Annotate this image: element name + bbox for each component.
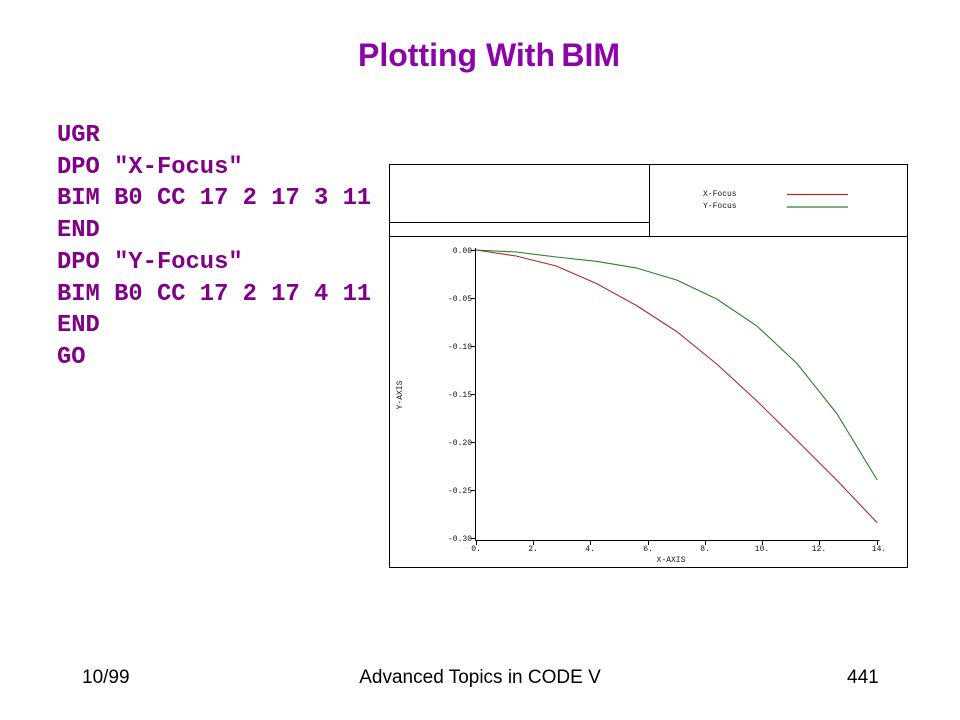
svg-text:-0.30: -0.30 xyxy=(448,535,472,544)
svg-text:Y-Focus: Y-Focus xyxy=(703,202,737,211)
svg-text:12.: 12. xyxy=(812,545,826,554)
svg-text:-0.20: -0.20 xyxy=(448,439,472,448)
svg-text:-0.10: -0.10 xyxy=(448,343,472,352)
svg-text:6.: 6. xyxy=(643,545,653,554)
svg-text:Y-AXIS: Y-AXIS xyxy=(396,380,405,409)
svg-text:4.: 4. xyxy=(585,545,595,554)
svg-text:0.: 0. xyxy=(471,545,481,554)
svg-text:2.: 2. xyxy=(528,545,538,554)
svg-text:X-AXIS: X-AXIS xyxy=(657,556,686,565)
svg-text:8.: 8. xyxy=(700,545,710,554)
svg-text:-0.05: -0.05 xyxy=(448,295,472,304)
svg-text:10.: 10. xyxy=(755,545,769,554)
svg-text:-0.15: -0.15 xyxy=(448,391,472,400)
svg-text:-0.25: -0.25 xyxy=(448,487,472,496)
svg-text:0.00: 0.00 xyxy=(453,247,472,256)
svg-text:14.: 14. xyxy=(872,545,886,554)
svg-text:X-Focus: X-Focus xyxy=(703,190,737,199)
